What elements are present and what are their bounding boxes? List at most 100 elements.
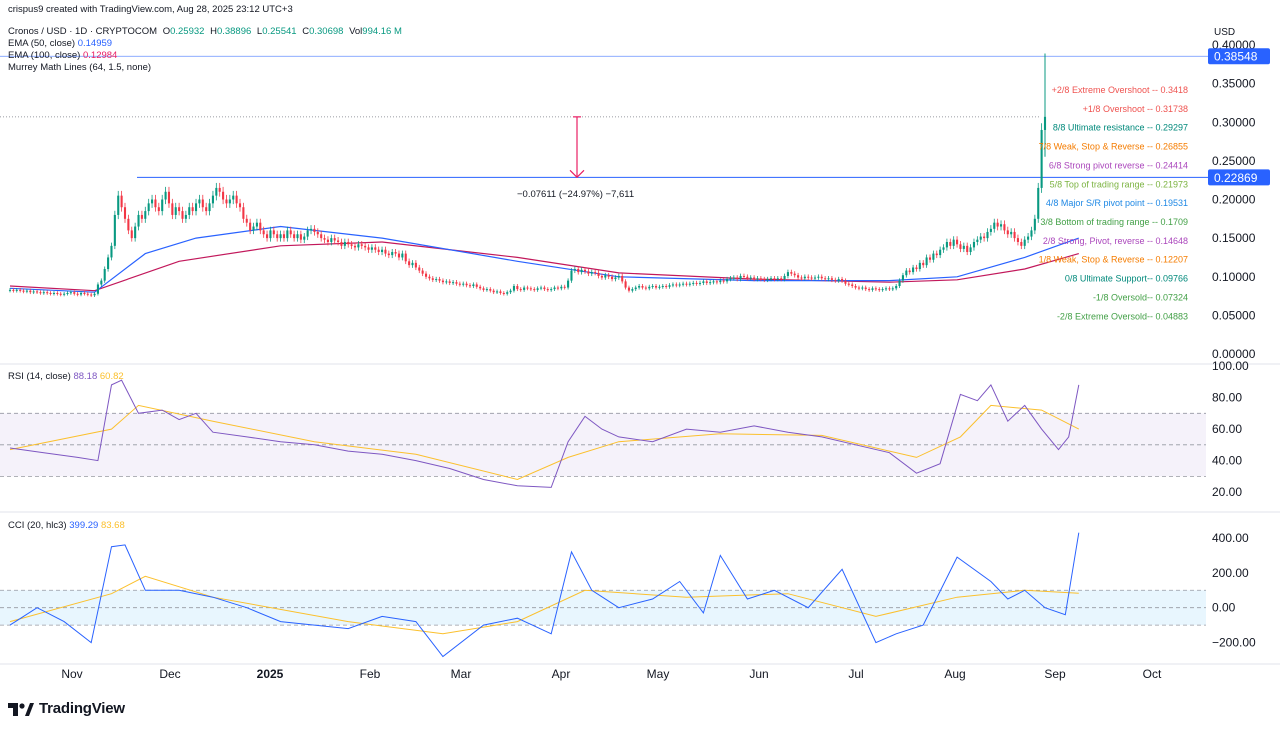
candle <box>421 268 424 277</box>
candle <box>262 226 265 238</box>
candle <box>326 236 329 246</box>
candle <box>188 202 191 220</box>
candle <box>404 250 407 265</box>
candle <box>749 275 752 281</box>
candle <box>1020 238 1023 250</box>
candle <box>800 275 803 281</box>
ema100-legend[interactable]: EMA (100, close) 0.12984 <box>8 50 117 62</box>
candle <box>922 260 925 268</box>
candle-body <box>918 262 921 270</box>
candle <box>539 285 543 291</box>
candle-body <box>932 253 935 260</box>
candle <box>972 238 976 251</box>
candle-body <box>526 287 529 289</box>
candle <box>201 194 204 212</box>
ema50-legend[interactable]: EMA (50, close) 0.14959 <box>8 38 112 50</box>
candle <box>668 283 671 289</box>
candle <box>553 285 556 292</box>
close-value: 0.30698 <box>309 26 344 37</box>
candle <box>864 285 867 292</box>
candle-body <box>928 257 932 260</box>
candle-body <box>999 224 1003 227</box>
candle-body <box>952 239 955 246</box>
candle-body <box>266 234 269 239</box>
candle <box>489 287 492 293</box>
candle <box>245 214 248 227</box>
murrey-legend[interactable]: Murrey Math Lines (64, 1.5, none) <box>8 62 151 74</box>
candle <box>976 236 979 246</box>
candle <box>560 284 563 291</box>
candle <box>174 202 177 220</box>
candle-body <box>215 187 218 196</box>
candle-body <box>881 289 884 291</box>
candle-body <box>668 285 671 287</box>
time-axis-tick-label: Sep <box>1044 667 1066 681</box>
candle-body <box>289 230 292 235</box>
tradingview-logo[interactable]: TradingView <box>8 700 125 717</box>
candle-body <box>516 286 519 290</box>
candle <box>631 287 634 293</box>
candle <box>350 241 353 250</box>
candle <box>134 222 137 242</box>
candle-body <box>506 292 509 294</box>
candle <box>445 279 448 285</box>
candle <box>722 278 725 284</box>
candle-body <box>69 292 72 294</box>
candle <box>387 250 390 259</box>
candle <box>1030 226 1033 241</box>
candle <box>63 291 66 297</box>
candle-body <box>394 252 397 254</box>
candle-body <box>631 289 634 291</box>
candle-body <box>147 203 150 212</box>
candle <box>583 267 587 274</box>
candle-body <box>594 272 597 274</box>
candle <box>847 281 850 287</box>
candle <box>529 286 532 292</box>
candle-body <box>925 257 928 266</box>
candle-body <box>1027 236 1030 240</box>
candle <box>962 242 965 253</box>
candle-body <box>698 282 702 284</box>
candle <box>536 286 539 292</box>
candle <box>431 276 434 283</box>
rsi-legend[interactable]: RSI (14, close) 88.18 60.82 <box>8 371 124 382</box>
candle <box>140 210 143 223</box>
candle <box>49 291 52 296</box>
symbol-legend[interactable]: Cronos / USD · 1D · CRYPTOCOM O0.25932 H… <box>8 26 402 38</box>
candle <box>455 280 458 286</box>
candle <box>259 218 262 235</box>
candle-body <box>222 191 225 200</box>
candle-body <box>956 239 959 245</box>
candle <box>401 250 404 261</box>
rsi-pane: 20.00 40.00 60.00 80.00 100.00 <box>0 359 1249 499</box>
candle <box>411 260 414 268</box>
candle <box>164 186 167 205</box>
cci-legend[interactable]: CCI (20, hlc3) 399.29 83.68 <box>8 520 125 531</box>
candle-body <box>330 238 333 242</box>
candle-body <box>276 234 279 239</box>
candle <box>844 278 847 286</box>
candle <box>25 288 28 294</box>
candle-body <box>408 261 411 266</box>
candle-body <box>611 276 614 280</box>
candle-body <box>357 244 360 248</box>
candle-body <box>895 286 898 289</box>
candle-body <box>90 294 93 296</box>
candle <box>979 233 982 244</box>
candle <box>184 210 187 223</box>
candle <box>861 285 864 291</box>
candle-body <box>1003 224 1006 231</box>
open-value: 0.25932 <box>170 26 205 37</box>
candle <box>117 190 120 220</box>
price-axis-tick-label: 0.35000 <box>1212 77 1256 91</box>
candle <box>485 287 488 292</box>
currency-label: USD <box>1214 27 1235 38</box>
candle <box>452 280 455 286</box>
candle-body <box>272 230 275 235</box>
candle <box>746 274 749 281</box>
candle-body <box>922 262 925 266</box>
candle <box>661 283 664 289</box>
candle-body <box>259 222 262 231</box>
candle <box>269 226 272 242</box>
candle-body <box>868 289 871 291</box>
